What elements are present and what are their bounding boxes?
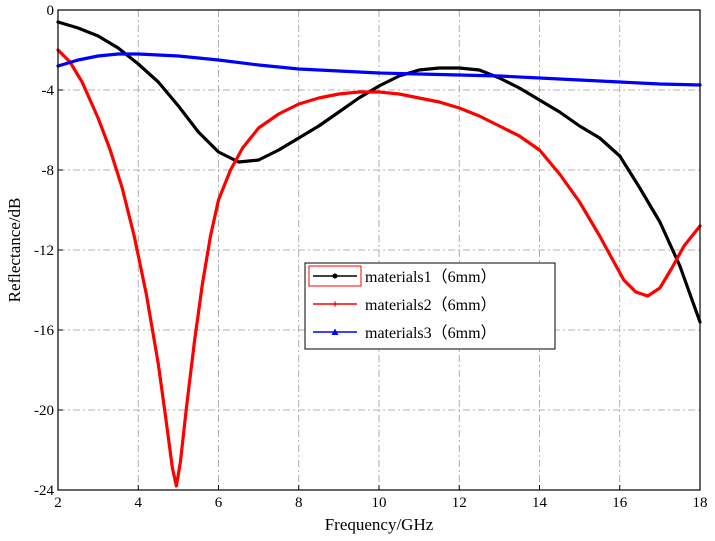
legend: materials1（6mm） materials2（6mm） materials3… xyxy=(304,262,556,350)
x-tick-label: 10 xyxy=(372,495,387,511)
x-tick-label: 4 xyxy=(135,495,143,511)
y-tick-label: 0 xyxy=(47,3,55,19)
axis-ticks: 2 4 6 8 10 12 14 16 18 0 -4 -8 -12 -16 -20 -24 xyxy=(34,3,708,511)
x-tick-label: 14 xyxy=(532,495,548,511)
y-tick-label: -8 xyxy=(42,163,55,179)
legend-label: materials1（6mm） xyxy=(365,268,497,286)
y-tick-label: -12 xyxy=(34,243,54,259)
legend-highlight xyxy=(308,265,362,287)
y-axis-label: Reflectance/dB xyxy=(5,198,24,303)
x-tick-label: 2 xyxy=(54,495,62,511)
y-tick-label: -24 xyxy=(34,483,54,499)
x-tick-label: 12 xyxy=(452,495,467,511)
legend-marker xyxy=(331,328,339,335)
series-layer xyxy=(56,20,702,488)
series-line-1 xyxy=(56,20,702,324)
x-tick-label: 18 xyxy=(693,495,708,511)
legend-marker xyxy=(332,273,338,279)
series-line-3 xyxy=(56,52,702,87)
legend-box xyxy=(304,262,556,350)
x-axis-label: Frequency/GHz xyxy=(325,515,434,534)
x-tick-label: 6 xyxy=(215,495,223,511)
y-tick-label: -16 xyxy=(34,323,54,339)
series-line-2 xyxy=(56,48,702,488)
y-tick-label: -4 xyxy=(42,83,55,99)
x-tick-label: 16 xyxy=(612,495,628,511)
x-tick-label: 8 xyxy=(295,495,303,511)
y-tick-label: -20 xyxy=(34,403,54,419)
legend-label: materials3（6mm） xyxy=(365,324,497,342)
legend-label: materials2（6mm） xyxy=(365,296,497,314)
